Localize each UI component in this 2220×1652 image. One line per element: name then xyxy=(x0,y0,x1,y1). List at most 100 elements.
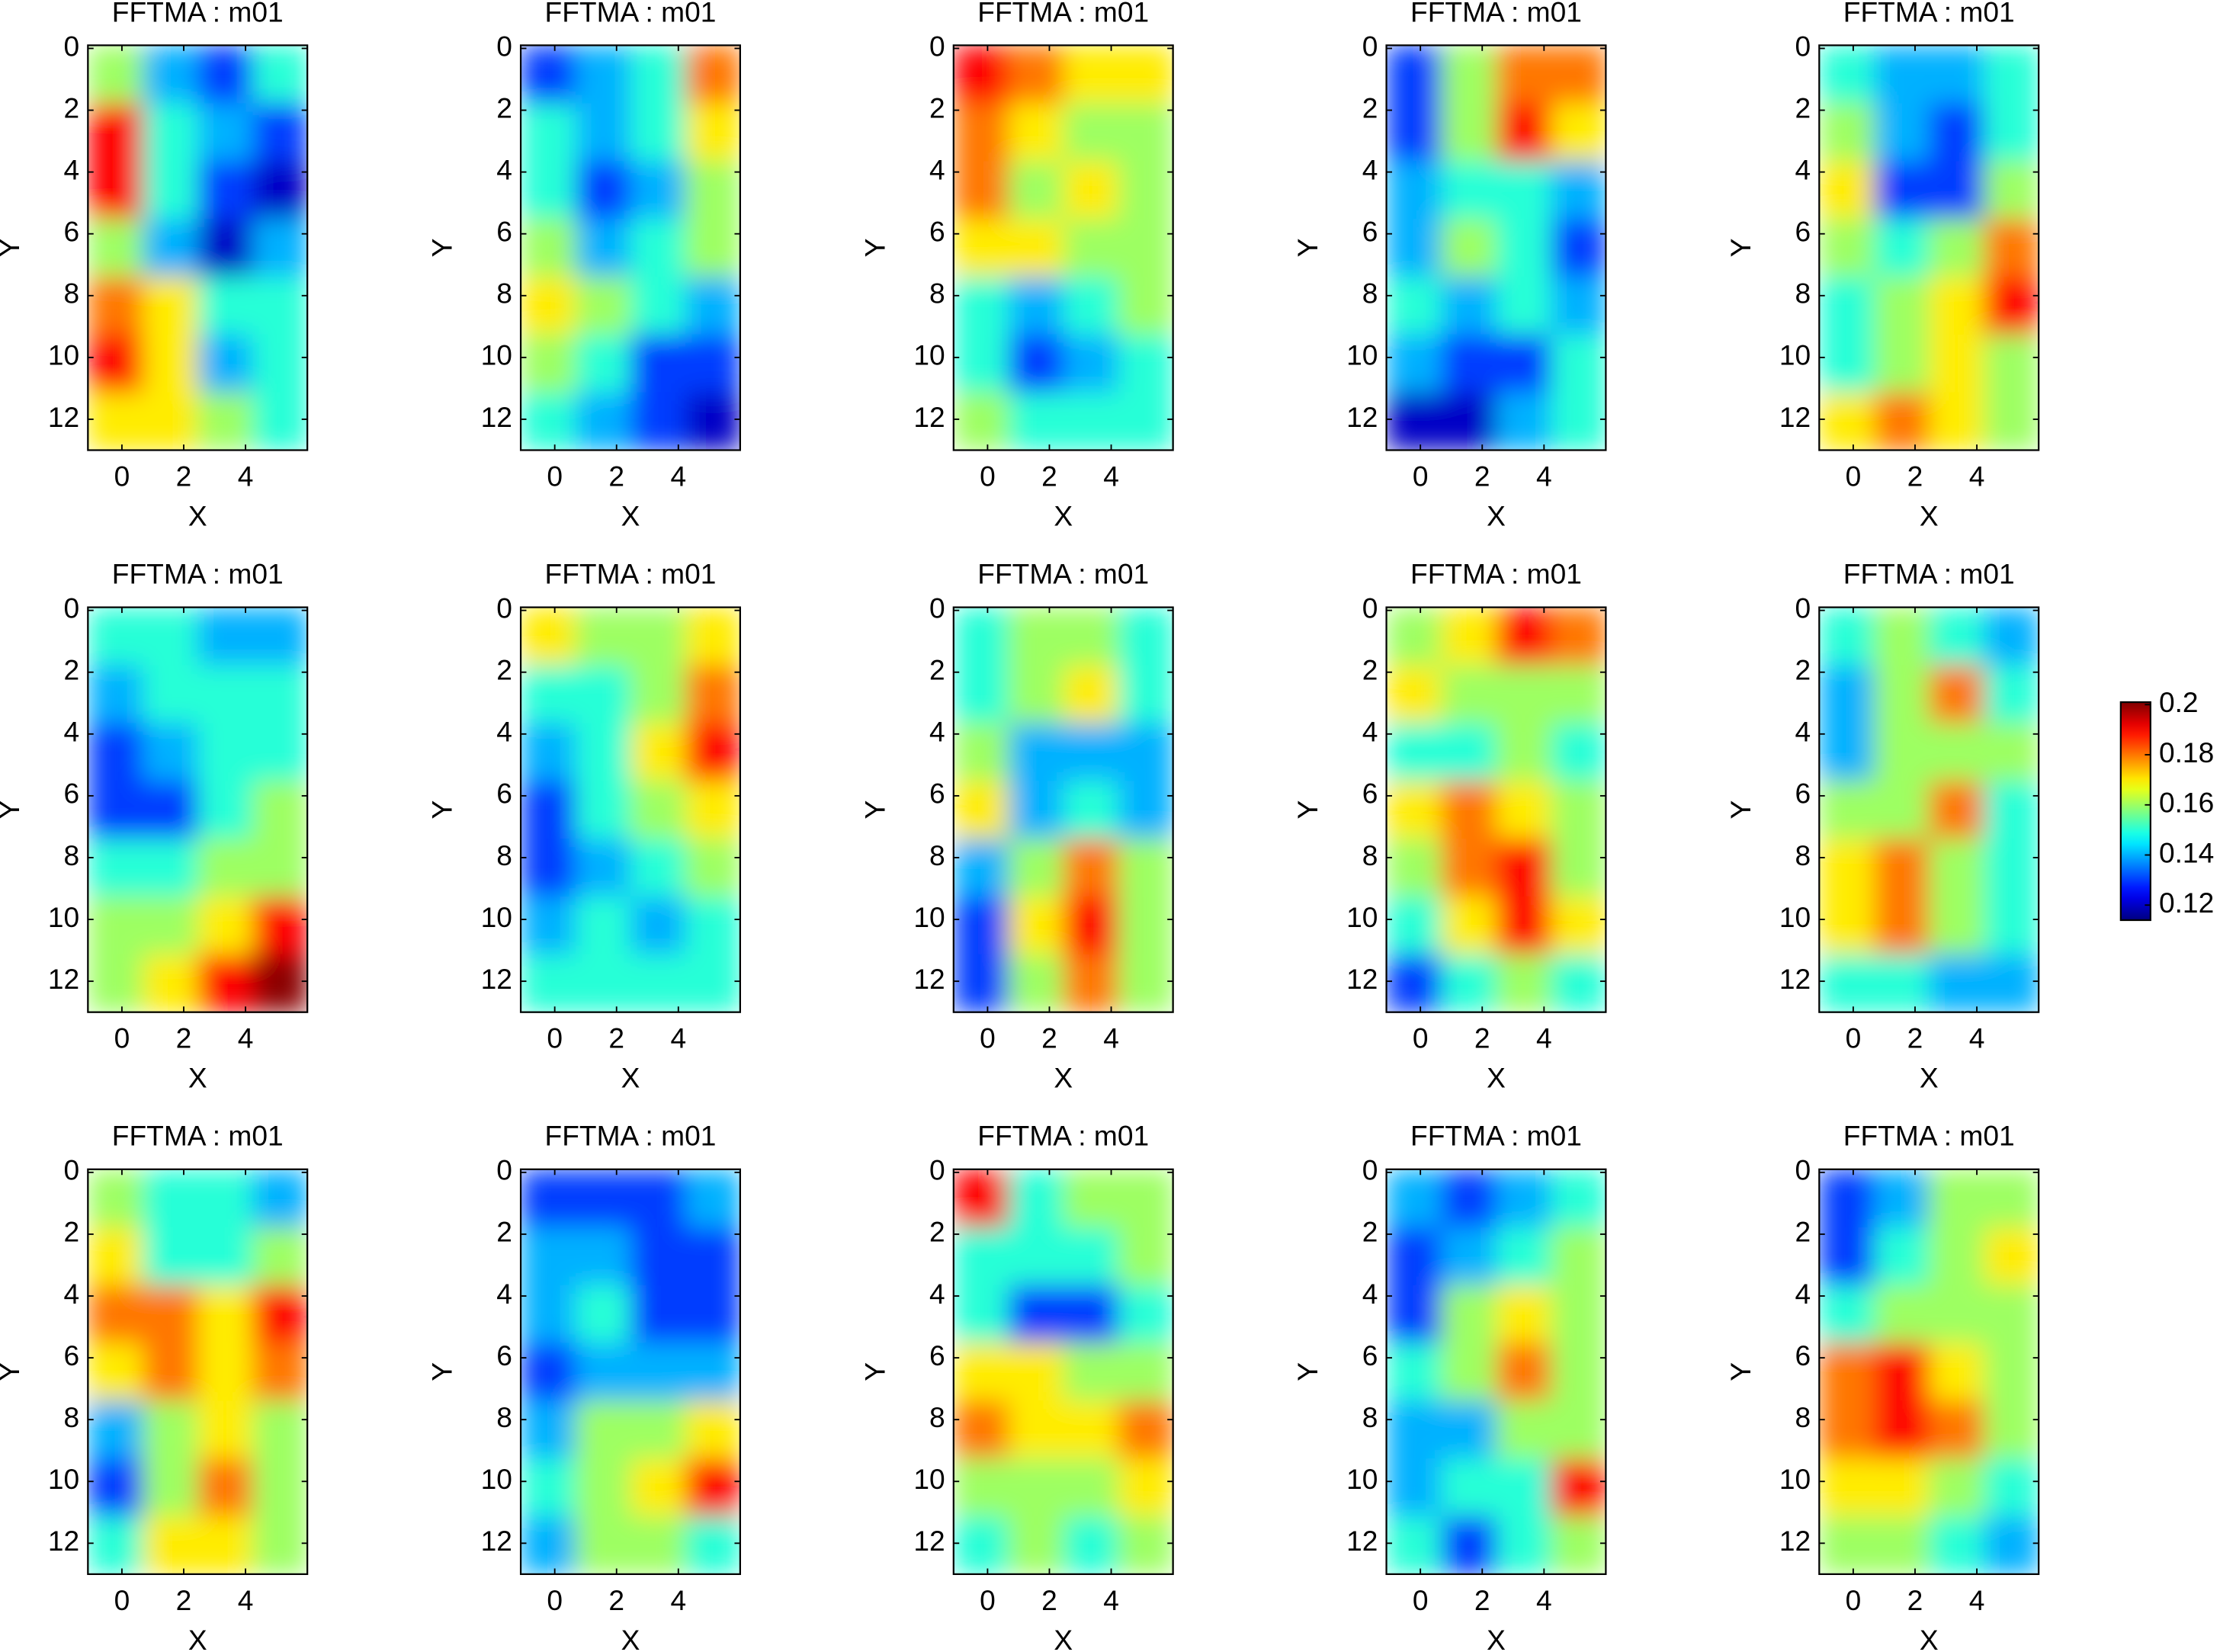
y-axis-label: Y xyxy=(858,800,890,820)
heatmap-cell xyxy=(1819,1458,1875,1517)
y-tick-label: 8 xyxy=(64,1401,80,1433)
heatmap-cell xyxy=(88,103,144,162)
y-tick-label: 0 xyxy=(929,1154,945,1186)
heatmap-cell xyxy=(576,1458,631,1517)
heatmap-cell xyxy=(1984,607,2040,666)
heatmap-cell xyxy=(685,1400,741,1459)
x-tick-label: 0 xyxy=(980,1022,996,1054)
heatmap-cell xyxy=(1984,103,2040,162)
heatmap-cell xyxy=(1118,665,1174,724)
heatmap-cell xyxy=(1386,45,1442,104)
y-tick-label: 0 xyxy=(929,592,945,624)
heatmap-cell xyxy=(630,723,686,782)
heatmap-cell xyxy=(1551,1400,1607,1459)
heatmap-cell xyxy=(1984,781,2040,839)
y-axis-label: Y xyxy=(858,1362,890,1381)
heatmap-cell xyxy=(252,1516,309,1575)
y-tick-label: 10 xyxy=(1779,901,1811,933)
y-tick-label: 4 xyxy=(496,1278,512,1310)
heatmap-cell xyxy=(953,1516,1009,1575)
heatmap-cell xyxy=(197,103,254,162)
heatmap-cell xyxy=(1496,896,1552,955)
heatmap-cell xyxy=(1441,334,1497,393)
heatmap-cell xyxy=(1441,1227,1497,1286)
heatmap-cell xyxy=(1929,665,1985,724)
heatmap-cell xyxy=(521,1285,576,1344)
heatmap-cell xyxy=(1496,45,1552,104)
heatmap-cell xyxy=(1063,1458,1119,1517)
heatmap-cell xyxy=(1984,665,2040,724)
y-tick-label: 4 xyxy=(64,716,80,748)
heatmap-cell xyxy=(1551,1169,1607,1228)
heatmap-cell xyxy=(1496,161,1552,220)
heatmap-cell xyxy=(88,219,144,277)
heatmap-cell xyxy=(1118,839,1174,897)
y-tick-label: 12 xyxy=(913,963,945,995)
heatmap-cell xyxy=(630,1227,686,1286)
y-tick-label: 0 xyxy=(64,30,80,62)
panel-title: FFTMA : m01 xyxy=(112,0,284,27)
heatmap-cell xyxy=(143,607,199,666)
heatmap-cell xyxy=(576,1400,631,1459)
x-tick-label: 2 xyxy=(608,1022,624,1054)
y-tick-label: 6 xyxy=(64,1339,80,1371)
heatmap-cell xyxy=(1874,1516,1930,1575)
y-tick-label: 4 xyxy=(1795,153,1811,185)
heatmap-cell xyxy=(1008,1169,1064,1228)
y-tick-label: 12 xyxy=(48,401,79,433)
heatmap-cell xyxy=(1441,1458,1497,1517)
x-tick-label: 4 xyxy=(670,460,686,492)
heatmap-cell xyxy=(88,1342,144,1402)
x-tick-label: 2 xyxy=(1907,1022,1923,1054)
heatmap-cell xyxy=(953,665,1009,724)
heatmap-cell xyxy=(252,607,309,666)
heatmap-cell xyxy=(1929,1400,1985,1459)
heatmap-cell xyxy=(88,1458,144,1517)
axes-frame xyxy=(519,1168,741,1575)
heatmap-cell xyxy=(576,896,631,955)
heatmap-cell xyxy=(88,896,144,955)
heatmap-cell xyxy=(88,1169,144,1228)
x-axis-label: X xyxy=(1487,1062,1506,1094)
heatmap-cell xyxy=(1441,1516,1497,1575)
heatmap-cell xyxy=(197,392,254,451)
heatmap-cell xyxy=(1063,665,1119,724)
y-tick-label: 8 xyxy=(1795,839,1811,871)
y-tick-label: 12 xyxy=(481,963,512,995)
y-tick-label: 2 xyxy=(929,1216,945,1248)
heatmap-cell xyxy=(88,954,144,1013)
x-tick-label: 4 xyxy=(238,1022,254,1054)
x-tick-label: 2 xyxy=(176,1022,192,1054)
heatmap-cells xyxy=(88,45,309,451)
heatmap-cell xyxy=(1496,1516,1552,1575)
y-tick-label: 12 xyxy=(1346,963,1378,995)
heatmap-cells xyxy=(1819,1169,2040,1575)
x-tick-label: 4 xyxy=(238,460,254,492)
x-tick-label: 4 xyxy=(1103,460,1119,492)
heatmap-cell xyxy=(1063,103,1119,162)
heatmap-cell xyxy=(1984,723,2040,782)
heatmap-cell xyxy=(1551,1227,1607,1286)
heatmap-cell xyxy=(630,1458,686,1517)
heatmap-cell xyxy=(685,839,741,897)
heatmap-cell xyxy=(143,1342,199,1402)
heatmap-cell xyxy=(1551,723,1607,782)
heatmap-cell xyxy=(576,392,631,451)
heatmap-cell xyxy=(1008,665,1064,724)
heatmap-cell xyxy=(143,103,199,162)
heatmap-cell xyxy=(1929,839,1985,897)
heatmap-cell xyxy=(1819,1169,1875,1228)
heatmap-cell xyxy=(1819,1400,1875,1459)
y-tick-label: 8 xyxy=(496,1401,512,1433)
heatmap-cell xyxy=(630,276,686,335)
y-tick-label: 0 xyxy=(496,30,512,62)
heatmap-cell xyxy=(1118,781,1174,839)
heatmap-cell xyxy=(1819,334,1875,393)
heatmap-cell xyxy=(1063,1285,1119,1344)
axes-frame xyxy=(1385,606,1607,1013)
heatmap-cell xyxy=(1984,45,2040,104)
heatmap-cell xyxy=(1441,1169,1497,1228)
heatmap-cell xyxy=(521,896,576,955)
heatmap-cell xyxy=(1551,1285,1607,1344)
heatmap-cell xyxy=(685,161,741,220)
